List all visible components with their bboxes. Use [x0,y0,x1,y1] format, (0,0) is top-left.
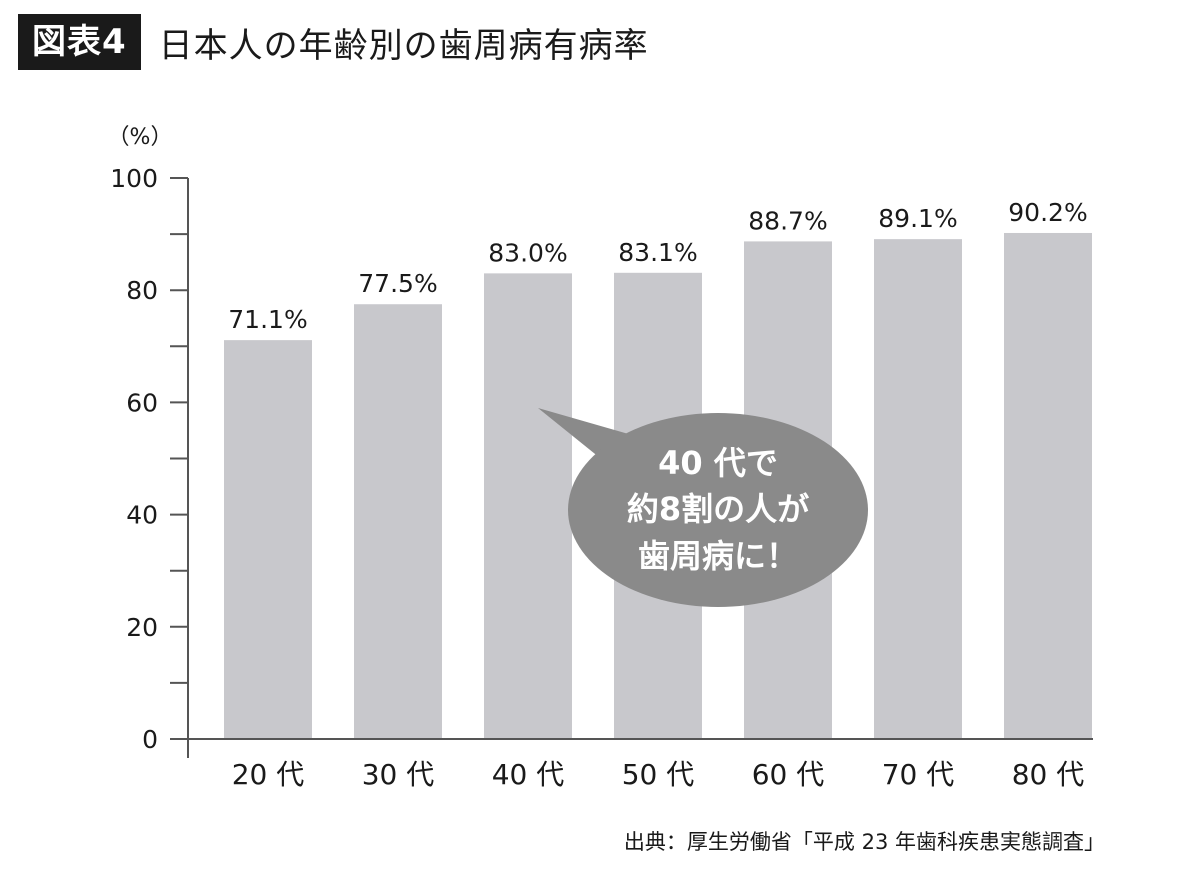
callout-ellipse [568,413,868,607]
y-tick-label: 80 [126,276,158,305]
x-tick-label: 30 代 [362,758,435,791]
value-label: 83.0% [488,238,567,267]
callout-text-line: 40 代で [658,444,778,482]
callout-text-line: 約8割の人が [627,490,809,528]
value-label: 83.1% [618,238,697,267]
value-label: 88.7% [748,206,827,235]
value-label: 71.1% [228,305,307,334]
bar-30代 [354,304,442,739]
y-tick-label: 0 [142,725,158,754]
y-axis-unit: （%） [108,125,173,150]
x-tick-label: 70 代 [882,758,955,791]
source-note: 出典：厚生労働省「平成 23 年歯科疾患実態調査」 [623,830,1105,854]
callout-text-line: 歯周病に！ [638,537,798,575]
bar-40代 [484,273,572,739]
value-label: 90.2% [1008,198,1087,227]
x-tick-label: 40 代 [492,758,565,791]
figure-badge: 図表4 [18,14,141,70]
value-label: 77.5% [358,269,437,298]
x-tick-label: 20 代 [232,758,305,791]
figure-title: 日本人の年齢別の歯周病有病率 [158,25,649,66]
bar-20代 [224,340,312,739]
y-tick-label: 60 [126,388,158,417]
y-tick-label: 40 [126,501,158,530]
y-tick-label: 100 [110,164,158,193]
x-tick-label: 50 代 [622,758,695,791]
bar-80代 [1004,232,1092,739]
value-label: 89.1% [878,204,957,233]
bar-70代 [874,239,962,740]
y-tick-label: 20 [126,613,158,642]
x-tick-label: 80 代 [1012,758,1085,791]
figure-header: 図表4 日本人の年齢別の歯周病有病率 [18,14,649,70]
x-tick-label: 60 代 [752,758,825,791]
